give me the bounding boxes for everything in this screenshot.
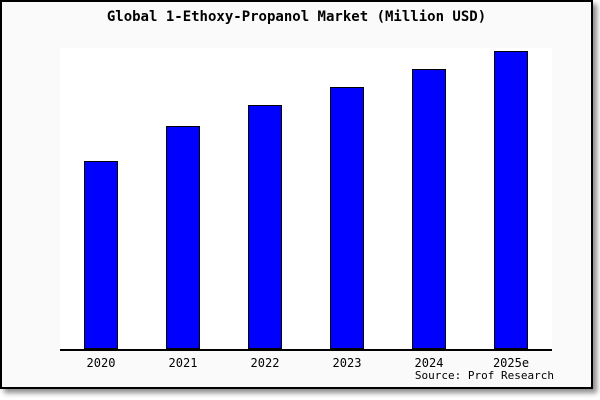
chart-title: Global 1-Ethoxy-Propanol Market (Million… (106, 9, 487, 25)
source-label: Source: Prof Research (414, 369, 554, 382)
x-tick-label-2025e: 2025e (492, 356, 530, 370)
bar-slot-2022 (224, 48, 306, 349)
bar-slot-2021 (142, 48, 224, 349)
x-tick-label-2022: 2022 (250, 356, 280, 370)
bar-2021 (166, 125, 200, 349)
x-tick-label-2023: 2023 (332, 356, 362, 370)
bar-2023 (330, 86, 364, 349)
bar-2025e (494, 50, 528, 349)
bars-row (60, 48, 552, 349)
x-tick-label-2021: 2021 (168, 356, 198, 370)
bar-2024 (412, 68, 446, 349)
bar-slot-2024 (388, 48, 470, 349)
plot-area (60, 48, 552, 351)
chart-frame: Global 1-Ethoxy-Propanol Market (Million… (0, 0, 593, 389)
bar-slot-2020 (60, 48, 142, 349)
x-tick-label-2024: 2024 (414, 356, 444, 370)
bar-slot-2023 (306, 48, 388, 349)
x-tick-label-2020: 2020 (86, 356, 116, 370)
x-axis-labels: 2020 2021 2022 2023 2024 2025e (60, 355, 552, 371)
bar-2022 (248, 104, 282, 349)
bar-slot-2025e (470, 48, 552, 349)
bar-2020 (84, 161, 118, 349)
